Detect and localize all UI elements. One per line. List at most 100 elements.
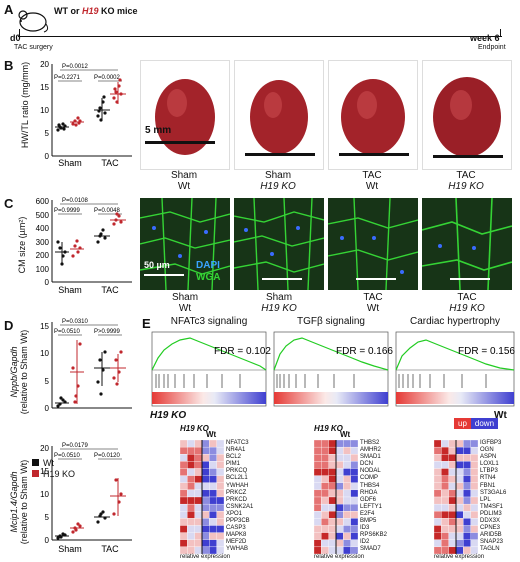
svg-text:20: 20 bbox=[40, 444, 49, 453]
heatmap-1 bbox=[180, 440, 224, 554]
wga-label: WGA bbox=[196, 272, 221, 283]
heatmap-cell bbox=[463, 518, 471, 526]
caption-tac-wt: TAC Wt bbox=[362, 170, 382, 192]
heart-photo-sham-wt: 5 mm bbox=[140, 60, 230, 170]
svg-text:0: 0 bbox=[45, 536, 50, 545]
heatmap-cell bbox=[187, 475, 195, 483]
heatmap-cell bbox=[187, 489, 195, 498]
heatmap-cell bbox=[216, 525, 224, 533]
legend-ko: H19 KO bbox=[32, 468, 75, 479]
heatmap-cell bbox=[216, 539, 224, 548]
heatmap-cell bbox=[209, 461, 217, 469]
heatmap-cell bbox=[314, 503, 322, 512]
gene-list-1: NFATC3 NR4A1 BCL2 PIM1 PRKCQ BCL2L1 YWHAH PRKCZ… bbox=[226, 440, 254, 553]
heatmap-cell bbox=[455, 546, 464, 554]
heatmap-cell bbox=[314, 489, 322, 498]
svg-text:300: 300 bbox=[36, 238, 50, 247]
heatmap-cell bbox=[321, 454, 329, 462]
b-ytick: 5 bbox=[45, 129, 50, 138]
svg-text:Sham: Sham bbox=[58, 544, 82, 554]
svg-text:TAC: TAC bbox=[101, 544, 119, 554]
legend-up: up bbox=[454, 418, 471, 429]
heatmap-cell bbox=[201, 446, 210, 455]
heatmap-cell bbox=[470, 461, 478, 469]
heatmap-cell bbox=[201, 475, 210, 483]
heatmap-cell bbox=[201, 440, 210, 448]
heatmap-cell bbox=[441, 475, 449, 483]
heatmap-cell bbox=[343, 503, 351, 512]
heatmap-cell bbox=[180, 496, 188, 505]
c-caption-tac-ko: TAC H19 KO bbox=[449, 292, 485, 314]
heatmap-cell bbox=[470, 454, 478, 462]
heatmap-cell bbox=[194, 482, 203, 491]
heatmap-cell bbox=[328, 482, 337, 491]
svg-text:P=0.0310: P=0.0310 bbox=[62, 319, 89, 325]
panel-c-ylabel: CM size (µm²) bbox=[17, 216, 27, 274]
heatmap-cell bbox=[187, 482, 195, 491]
svg-text:500: 500 bbox=[36, 211, 50, 220]
heatmap-cell bbox=[350, 489, 358, 498]
heatmap-cell bbox=[328, 468, 337, 476]
heatmap-cell bbox=[328, 525, 337, 533]
heatmap-cell bbox=[463, 546, 471, 554]
heatmap-cell bbox=[455, 518, 464, 526]
heatmap-cell bbox=[187, 532, 195, 540]
gsea-right-label: Wt bbox=[494, 410, 507, 421]
heatmap-cell bbox=[335, 461, 344, 469]
heatmap-cell bbox=[180, 482, 188, 491]
c-caption-tac-wt: TAC Wt bbox=[363, 292, 383, 314]
heatmap-cell bbox=[180, 546, 188, 554]
heatmap-cell bbox=[194, 496, 203, 505]
heatmap-cell bbox=[209, 468, 217, 476]
heatmap-cell bbox=[201, 546, 210, 554]
heatmap-cell bbox=[470, 503, 478, 512]
svg-text:0: 0 bbox=[45, 404, 50, 413]
heatmap-cell bbox=[216, 532, 224, 540]
heatmap-cell bbox=[194, 440, 203, 448]
heatmap-cell bbox=[463, 454, 471, 462]
legend-ko-swatch bbox=[32, 470, 39, 477]
heatmap-cell bbox=[216, 461, 224, 469]
heatmap-cell bbox=[194, 468, 203, 476]
heatmap-cell bbox=[216, 454, 224, 462]
hm1-ko-label: H19 KO bbox=[180, 424, 209, 433]
heatmap-cell bbox=[209, 489, 217, 498]
svg-text:P=0.0510: P=0.0510 bbox=[54, 329, 81, 335]
gsea-plot-2 bbox=[273, 331, 389, 407]
heatmap-cell bbox=[455, 482, 464, 491]
heatmap-cell bbox=[463, 532, 471, 540]
heatmap-cell bbox=[343, 511, 351, 519]
hm1-caption: relative expression bbox=[180, 554, 231, 560]
heatmap-cell bbox=[470, 482, 478, 491]
heatmap-cell bbox=[441, 461, 449, 469]
hm1-wt-label: Wt bbox=[206, 430, 217, 439]
heatmap-cell bbox=[434, 475, 442, 483]
heatmap-cell bbox=[343, 546, 351, 554]
heatmap-cell bbox=[314, 539, 322, 548]
heatmap-cell bbox=[216, 546, 224, 554]
heatmap-cell bbox=[343, 525, 351, 533]
heatmap-cell bbox=[448, 482, 457, 491]
heatmap-cell bbox=[216, 511, 224, 519]
heatmap-cell bbox=[209, 525, 217, 533]
heatmap-cell bbox=[455, 511, 464, 519]
b-ytick: 15 bbox=[40, 83, 49, 92]
heatmap-cell bbox=[328, 511, 337, 519]
heatmap-cell bbox=[350, 532, 358, 540]
heatmap-cell bbox=[441, 503, 449, 512]
heatmap-cell bbox=[328, 446, 337, 455]
heatmap-cell bbox=[328, 475, 337, 483]
heatmap-cell bbox=[350, 539, 358, 548]
heatmap-cell bbox=[314, 546, 322, 554]
heatmap-3 bbox=[434, 440, 478, 554]
heatmap-cell bbox=[350, 440, 358, 448]
heatmap-cell bbox=[441, 468, 449, 476]
heatmap-cell bbox=[209, 511, 217, 519]
heatmap-cell bbox=[201, 511, 210, 519]
heatmap-cell bbox=[187, 461, 195, 469]
heatmap-cell bbox=[434, 503, 442, 512]
heatmap-cell bbox=[321, 489, 329, 498]
heatmap-cell bbox=[455, 446, 464, 455]
heatmap-cell bbox=[201, 482, 210, 491]
timeline-endpoint: Endpoint bbox=[478, 44, 506, 51]
